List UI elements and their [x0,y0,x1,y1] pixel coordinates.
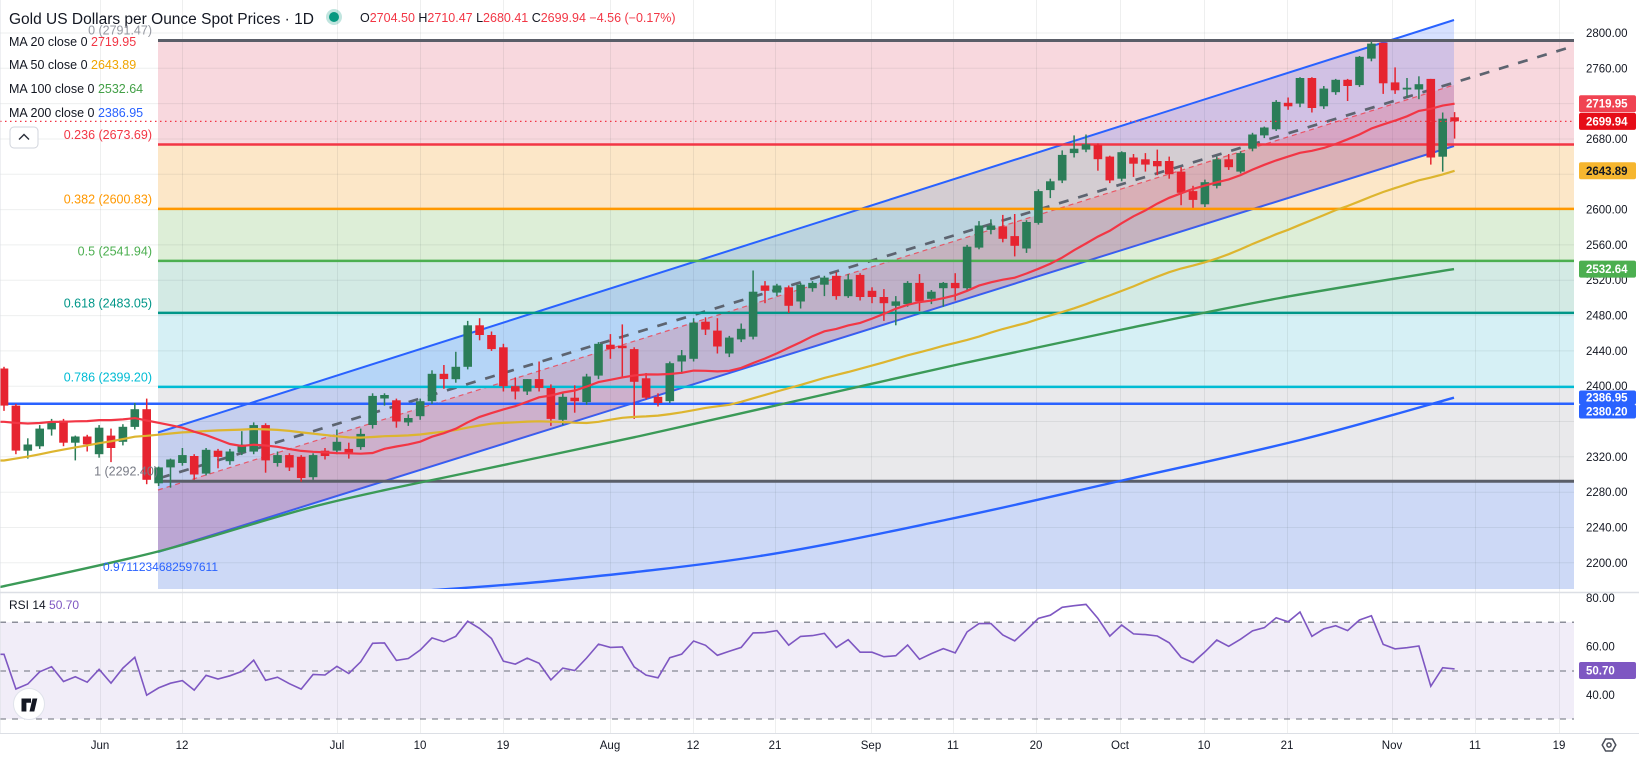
svg-text:MA 50 close 0 2643.89: MA 50 close 0 2643.89 [9,58,136,72]
svg-text:2680.00: 2680.00 [1586,134,1628,146]
svg-text:11: 11 [947,740,959,752]
svg-text:2320.00: 2320.00 [1586,452,1628,464]
svg-text:2520.00: 2520.00 [1586,275,1628,287]
svg-text:2400.00: 2400.00 [1586,381,1628,393]
svg-text:2643.89: 2643.89 [1586,166,1628,178]
svg-text:10: 10 [414,740,427,752]
svg-text:O2704.50 H2710.47 L2680.41 C26: O2704.50 H2710.47 L2680.41 C2699.94 −4.5… [360,11,676,25]
svg-text:2560.00: 2560.00 [1586,240,1628,252]
svg-text:2386.95: 2386.95 [1586,393,1628,405]
svg-text:10: 10 [1198,740,1211,752]
svg-text:0.5 (2541.94): 0.5 (2541.94) [78,244,152,258]
svg-text:19: 19 [1553,740,1566,752]
svg-text:60.00: 60.00 [1586,641,1615,653]
svg-text:Jul: Jul [330,740,345,752]
svg-text:0.382 (2600.83): 0.382 (2600.83) [64,192,152,206]
svg-text:11: 11 [1469,740,1481,752]
svg-text:Aug: Aug [600,740,620,752]
svg-text:2532.64: 2532.64 [1586,264,1628,276]
svg-text:2800.00: 2800.00 [1586,28,1628,40]
svg-text:1 (2292.40): 1 (2292.40) [94,465,158,479]
svg-text:Gold US Dollars per Ounce Spot: Gold US Dollars per Ounce Spot Prices · … [9,11,314,28]
svg-text:Nov: Nov [1382,740,1403,752]
svg-text:2200.00: 2200.00 [1586,558,1628,570]
svg-text:2760.00: 2760.00 [1586,63,1628,75]
svg-text:2280.00: 2280.00 [1586,487,1628,499]
svg-text:21: 21 [1281,740,1294,752]
svg-text:Sep: Sep [861,740,881,752]
svg-text:12: 12 [687,740,700,752]
svg-text:Oct: Oct [1111,740,1130,752]
svg-text:2240.00: 2240.00 [1586,523,1628,535]
svg-text:19: 19 [497,740,510,752]
svg-text:40.00: 40.00 [1586,690,1615,702]
svg-text:MA 200 close 0 2386.95: MA 200 close 0 2386.95 [9,106,143,120]
svg-text:2600.00: 2600.00 [1586,205,1628,217]
svg-text:0.9711234682597611: 0.9711234682597611 [103,560,218,574]
svg-text:21: 21 [769,740,782,752]
svg-text:50.70: 50.70 [1586,666,1615,678]
svg-text:0 (2791.47): 0 (2791.47) [88,24,152,38]
svg-text:0.236 (2673.69): 0.236 (2673.69) [64,128,152,142]
svg-text:MA 100 close 0 2532.64: MA 100 close 0 2532.64 [9,82,143,96]
svg-text:2480.00: 2480.00 [1586,311,1628,323]
svg-text:2380.20: 2380.20 [1586,407,1628,419]
svg-text:Jun: Jun [91,740,110,752]
svg-text:0.786 (2399.20): 0.786 (2399.20) [64,370,152,384]
svg-text:0.618 (2483.05): 0.618 (2483.05) [64,296,152,310]
svg-text:2699.94: 2699.94 [1586,116,1628,128]
svg-text:80.00: 80.00 [1586,593,1615,605]
svg-text:12: 12 [176,740,189,752]
svg-text:2719.95: 2719.95 [1586,99,1628,111]
svg-text:RSI 14 50.70: RSI 14 50.70 [9,598,79,612]
svg-text:MA 20 close 0 2719.95: MA 20 close 0 2719.95 [9,35,136,49]
svg-text:20: 20 [1030,740,1043,752]
svg-text:2440.00: 2440.00 [1586,346,1628,358]
